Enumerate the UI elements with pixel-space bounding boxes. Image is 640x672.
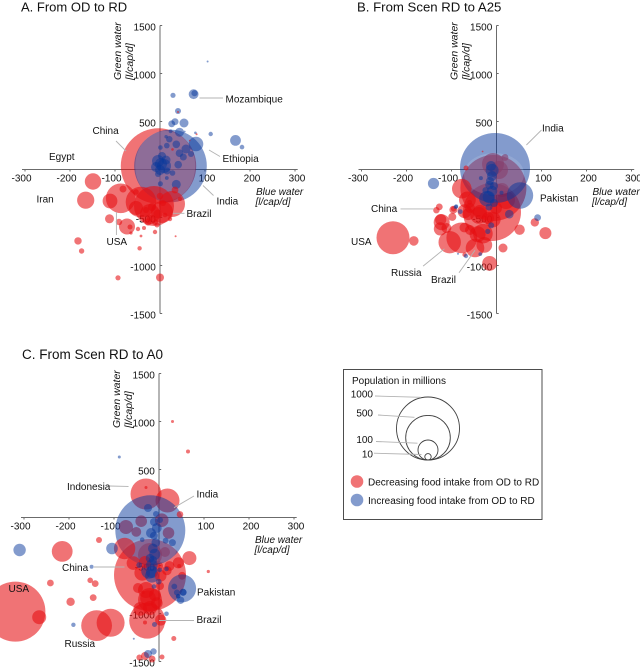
svg-text:1500: 1500 (470, 23, 493, 34)
svg-text:200: 200 (244, 174, 261, 185)
svg-text:B. From Scen RD to A25: B. From Scen RD to A25 (357, 0, 501, 15)
svg-text:Green water: Green water (449, 22, 461, 80)
svg-text:500: 500 (138, 467, 155, 478)
svg-text:[l/cap/d]: [l/cap/d] (461, 42, 473, 81)
svg-text:-300: -300 (10, 522, 30, 533)
svg-text:Pakistan: Pakistan (540, 194, 578, 205)
svg-text:300: 300 (625, 174, 640, 185)
svg-text:-300: -300 (11, 174, 31, 185)
svg-text:Pakistan: Pakistan (197, 587, 235, 598)
svg-text:USA: USA (9, 584, 30, 595)
svg-text:Green water: Green water (112, 22, 124, 80)
svg-text:500: 500 (356, 409, 373, 420)
svg-text:China: China (93, 126, 120, 137)
svg-text:100: 100 (535, 174, 552, 185)
svg-text:300: 300 (289, 174, 306, 185)
svg-text:1500: 1500 (134, 23, 157, 34)
svg-text:Brazil: Brazil (197, 615, 222, 626)
svg-text:C. From Scen RD to A0: C. From Scen RD to A0 (22, 347, 163, 362)
svg-text:-200: -200 (55, 522, 75, 533)
svg-text:USA: USA (107, 237, 128, 248)
svg-text:Increasing food intake from OD: Increasing food intake from OD to RD (368, 496, 535, 507)
svg-text:Mozambique: Mozambique (226, 94, 284, 105)
svg-text:[l/cap/d]: [l/cap/d] (124, 42, 136, 81)
svg-text:1000: 1000 (134, 71, 157, 82)
svg-text:-200: -200 (56, 174, 76, 185)
svg-text:Egypt: Egypt (49, 152, 75, 163)
svg-text:Brazil: Brazil (431, 275, 456, 286)
svg-text:[l/cap/d]: [l/cap/d] (254, 545, 290, 556)
svg-text:1000: 1000 (133, 419, 156, 430)
svg-text:[l/cap/d]: [l/cap/d] (591, 197, 627, 208)
svg-text:Green water: Green water (111, 370, 123, 428)
svg-text:1000: 1000 (470, 71, 493, 82)
svg-text:Population in millions: Population in millions (352, 376, 446, 387)
svg-text:[l/cap/d]: [l/cap/d] (255, 197, 291, 208)
svg-text:300: 300 (288, 522, 305, 533)
svg-text:500: 500 (476, 119, 493, 130)
svg-text:China: China (62, 563, 89, 574)
svg-text:India: India (542, 123, 564, 134)
svg-text:A. From OD to RD: A. From OD to RD (21, 0, 127, 14)
svg-text:[l/cap/d]: [l/cap/d] (123, 390, 135, 429)
svg-text:500: 500 (139, 119, 156, 130)
svg-text:China: China (371, 204, 398, 215)
svg-text:India: India (197, 490, 219, 501)
svg-text:USA: USA (351, 237, 372, 248)
svg-text:10: 10 (362, 450, 374, 461)
svg-text:200: 200 (243, 522, 260, 533)
svg-text:-100: -100 (101, 174, 121, 185)
svg-text:Brazil: Brazil (187, 209, 212, 220)
svg-text:100: 100 (356, 435, 373, 446)
svg-text:Iran: Iran (37, 195, 54, 206)
svg-text:India: India (217, 197, 239, 208)
svg-text:100: 100 (198, 522, 215, 533)
svg-text:-300: -300 (348, 174, 368, 185)
svg-text:Russia: Russia (65, 639, 96, 650)
svg-text:-200: -200 (393, 174, 413, 185)
svg-text:Decreasing food intake from OD: Decreasing food intake from OD to RD (368, 478, 539, 489)
svg-text:-1000: -1000 (130, 263, 156, 274)
svg-text:200: 200 (580, 174, 597, 185)
svg-text:Ethiopia: Ethiopia (223, 154, 260, 165)
svg-text:-1500: -1500 (467, 311, 493, 322)
svg-text:Russia: Russia (391, 268, 422, 279)
svg-text:-1500: -1500 (130, 311, 156, 322)
svg-text:1500: 1500 (133, 371, 156, 382)
svg-text:1000: 1000 (351, 390, 374, 401)
svg-text:Indonesia: Indonesia (67, 482, 111, 493)
